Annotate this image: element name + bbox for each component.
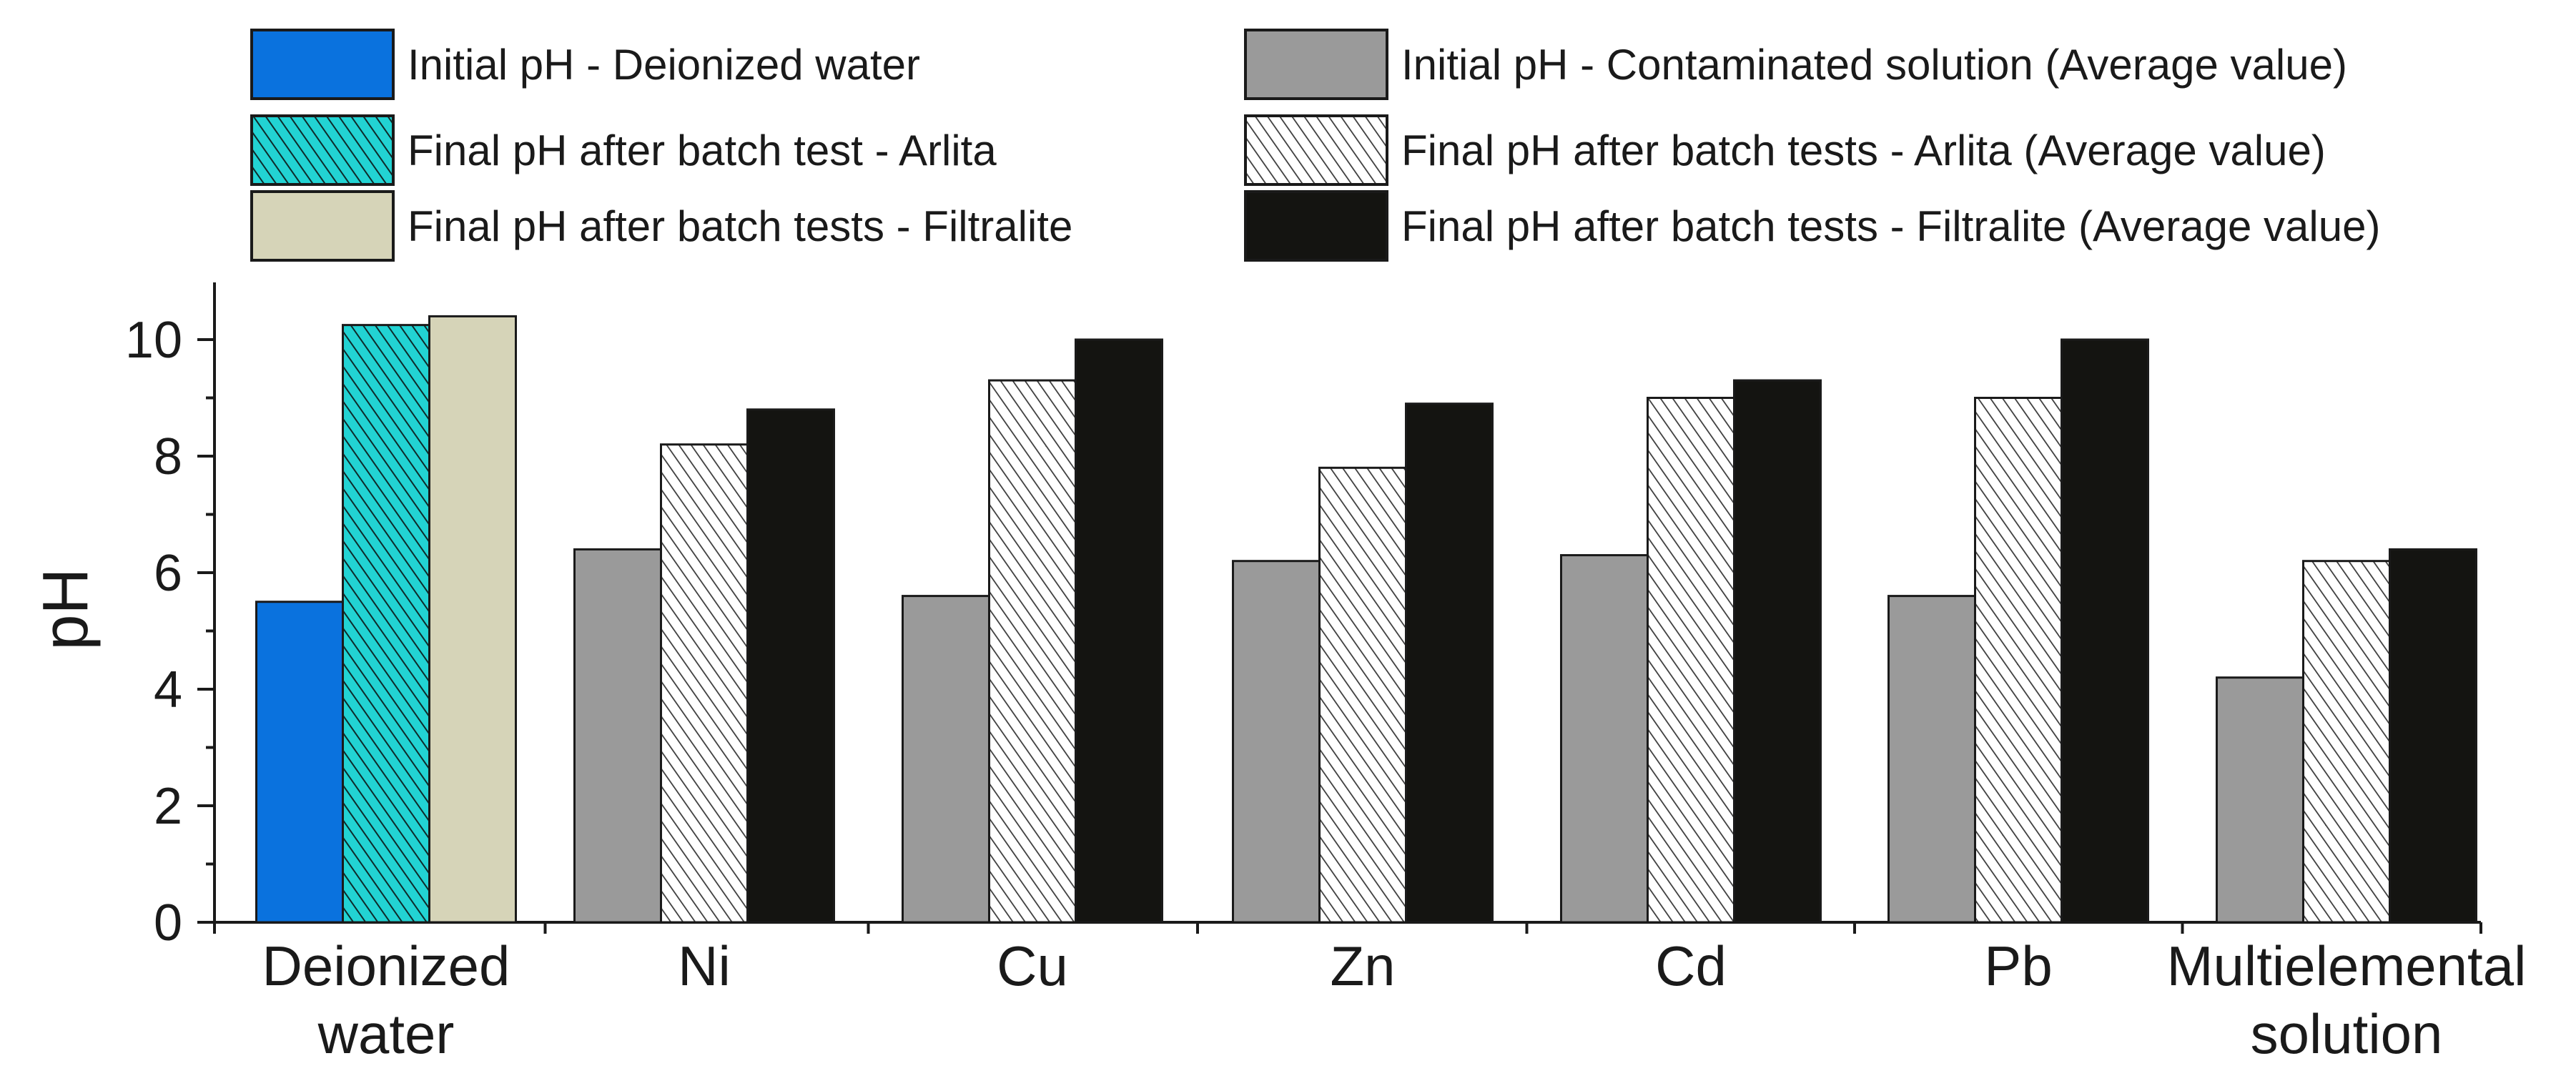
x-category-label: Zn [1330, 934, 1395, 997]
bar-cu-s2 [1075, 338, 1163, 924]
bar-multielemental-solution-s1 [2302, 560, 2391, 924]
bar-multielemental-solution-s0 [2216, 676, 2304, 924]
y-axis-label: pH [30, 568, 102, 650]
x-category-label: Cd [1655, 934, 1727, 997]
x-category-label-line: Cd [1655, 934, 1727, 997]
legend-swatch [250, 29, 395, 100]
bar-multielemental-solution-s2 [2389, 548, 2477, 924]
bar-zn-s0 [1232, 560, 1321, 924]
y-tick-label: 8 [154, 428, 182, 485]
y-tick-label: 6 [154, 545, 182, 602]
bar-deionized-water-s1 [342, 324, 430, 924]
bar-cu-s1 [988, 379, 1077, 924]
legend-swatch [250, 114, 395, 186]
legend-label: Initial pH - Contaminated solution (Aver… [1401, 41, 2347, 89]
x-category-label: Cu [997, 934, 1068, 997]
legend-label: Final pH after batch tests - Filtralite … [1401, 202, 2380, 250]
bar-deionized-water-s2 [428, 315, 517, 924]
x-category-label-line: solution [2251, 1002, 2443, 1065]
x-category-label: Pb [1984, 934, 2052, 997]
x-category-label-line: water [317, 1002, 455, 1065]
legend: Initial pH - Deionized water Initial pH -… [250, 29, 2380, 262]
x-category-label-line: Multielemental [2167, 934, 2527, 997]
x-category-label-line: Deionized [262, 934, 510, 997]
legend-swatch [250, 190, 395, 262]
legend-swatch [1244, 29, 1388, 100]
bar-cu-s0 [902, 595, 990, 924]
x-category-label-line: Cu [997, 934, 1068, 997]
bar-zn-s1 [1318, 466, 1407, 924]
bar-ni-s1 [660, 443, 749, 924]
legend-label: Initial pH - Deionized water [408, 41, 920, 89]
x-category-label-line: Pb [1984, 934, 2052, 997]
plot-area: 0 2 4 6 8 10 Deionized water Ni Cu Zn Cd Pb Multielem… [125, 282, 2527, 1065]
bar-cd-s0 [1560, 554, 1649, 924]
x-category-label: Ni [678, 934, 731, 997]
bar-pb-s2 [2061, 338, 2149, 924]
legend-label: Final pH after batch test - Arlita [408, 127, 997, 174]
x-category-label: Multielemental solution [2167, 934, 2527, 1065]
bar-pb-s0 [1887, 595, 1976, 924]
legend-swatch [1244, 114, 1388, 186]
bar-ni-s2 [746, 408, 835, 924]
y-tick-label: 2 [154, 778, 182, 835]
bar-zn-s2 [1405, 403, 1494, 924]
legend-label: Final pH after batch tests - Arlita (Ave… [1401, 127, 2326, 174]
legend-label: Final pH after batch tests - Filtralite [408, 202, 1072, 250]
legend-swatch [1244, 190, 1388, 262]
bar-cd-s2 [1733, 379, 1822, 924]
bar-ni-s0 [573, 548, 662, 924]
bar-pb-s1 [1974, 397, 2063, 924]
y-tick-label: 10 [125, 312, 182, 369]
bar-deionized-water-s0 [255, 601, 344, 924]
x-category-label-line: Ni [678, 934, 731, 997]
y-tick-label: 4 [154, 661, 182, 719]
bar-cd-s1 [1647, 397, 1735, 924]
y-tick-label: 0 [154, 894, 182, 952]
x-category-label-line: Zn [1330, 934, 1395, 997]
x-category-label: Deionized water [262, 934, 510, 1065]
